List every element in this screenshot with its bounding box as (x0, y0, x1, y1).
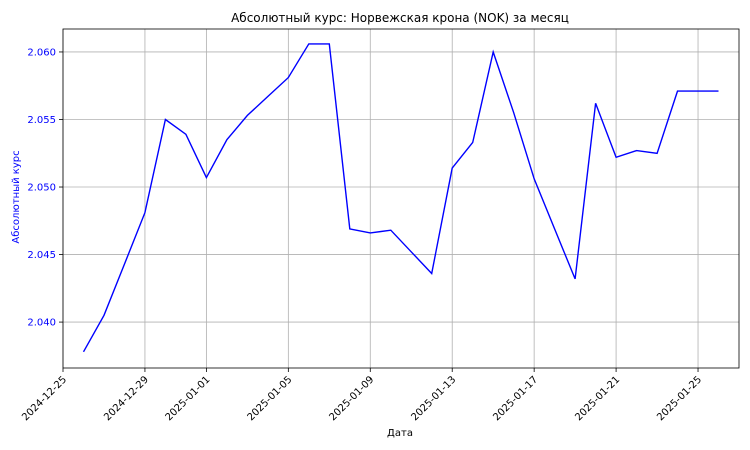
y-tick-label: 2.060 (27, 47, 56, 58)
x-tick-label: 2025-01-01 (164, 374, 213, 423)
plot-frame (62, 28, 740, 369)
x-tick-label: 2025-01-17 (491, 374, 540, 423)
x-tick-label: 2025-01-09 (328, 374, 377, 423)
chart-title: Абсолютный курс: Норвежская крона (NOK) … (231, 11, 569, 25)
y-tick-label: 2.055 (27, 115, 56, 126)
y-tick-label: 2.050 (27, 183, 56, 194)
y-axis-ticks: 2.040 2.045 2.050 2.055 2.060 (27, 47, 63, 329)
x-tick-label: 2024-12-29 (102, 374, 151, 423)
x-axis-ticks: 2024-12-25 2024-12-29 2025-01-01 2025-01-05… (20, 368, 704, 423)
x-tick-label: 2025-01-21 (573, 374, 622, 423)
x-tick-label: 2025-01-25 (655, 374, 704, 423)
x-tick-label: 2025-01-13 (409, 374, 458, 423)
series-line-nok (82, 43, 719, 353)
y-tick-label: 2.045 (27, 250, 56, 261)
grid-lines (62, 29, 739, 368)
x-tick-label: 2024-12-25 (20, 374, 69, 423)
data-points (83, 43, 719, 352)
y-tick-label: 2.040 (27, 318, 56, 329)
y-axis-label: Абсолютный курс (11, 150, 22, 243)
x-tick-label: 2025-01-05 (246, 374, 295, 423)
x-axis-label: Дата (387, 428, 413, 439)
